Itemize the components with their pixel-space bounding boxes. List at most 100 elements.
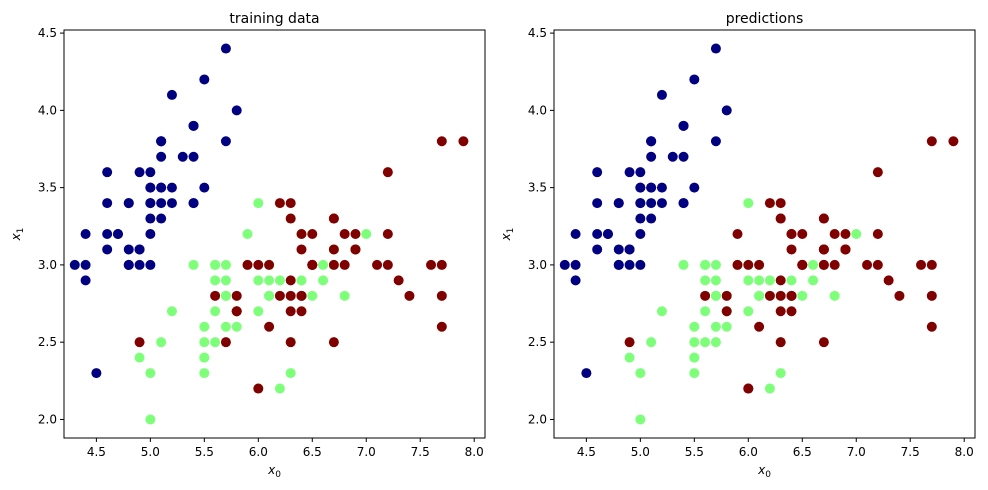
data-point-class-0 bbox=[145, 167, 156, 178]
data-point-class-1 bbox=[678, 259, 689, 270]
data-point-class-0 bbox=[69, 259, 80, 270]
data-point-class-2 bbox=[775, 306, 786, 317]
data-point-class-2 bbox=[253, 383, 264, 394]
data-point-class-0 bbox=[635, 198, 646, 209]
data-point-class-0 bbox=[689, 182, 700, 193]
y-tick-label: 2.0 bbox=[38, 412, 57, 426]
data-point-class-2 bbox=[210, 290, 221, 301]
data-point-class-1 bbox=[635, 414, 646, 425]
data-point-class-0 bbox=[570, 275, 581, 286]
data-point-class-0 bbox=[689, 74, 700, 85]
chart-title: predictions bbox=[726, 11, 804, 27]
data-point-class-2 bbox=[721, 306, 732, 317]
data-point-class-2 bbox=[307, 259, 318, 270]
data-point-class-1 bbox=[210, 275, 221, 286]
data-point-class-1 bbox=[274, 383, 285, 394]
data-point-class-2 bbox=[382, 259, 393, 270]
y-tick-label: 4.0 bbox=[528, 103, 547, 117]
data-point-class-1 bbox=[264, 290, 275, 301]
y-axis-label: x1 bbox=[9, 228, 26, 242]
data-point-class-1 bbox=[754, 290, 765, 301]
x-tick-label: 6.5 bbox=[793, 445, 812, 459]
data-point-class-0 bbox=[581, 368, 592, 379]
data-point-class-0 bbox=[188, 120, 199, 131]
data-point-class-1 bbox=[754, 275, 765, 286]
data-point-class-1 bbox=[710, 337, 721, 348]
data-point-class-1 bbox=[721, 321, 732, 332]
data-point-class-2 bbox=[775, 275, 786, 286]
scatter-panel-2: 4.5 5.0 5.5 6.0 6.5 7.0 7.5 8.0 2.0 2.5 3.0 3.5 4.0 4… bbox=[499, 11, 976, 480]
data-point-class-0 bbox=[613, 198, 624, 209]
data-point-class-1 bbox=[220, 275, 231, 286]
data-point-class-0 bbox=[80, 275, 91, 286]
data-point-class-0 bbox=[177, 151, 188, 162]
data-point-class-1 bbox=[199, 321, 210, 332]
data-point-class-1 bbox=[199, 337, 210, 348]
data-point-class-2 bbox=[872, 167, 883, 178]
data-point-class-1 bbox=[700, 337, 711, 348]
data-point-class-1 bbox=[210, 337, 221, 348]
y-tick-label: 3.5 bbox=[528, 181, 547, 195]
data-point-class-2 bbox=[264, 321, 275, 332]
data-point-class-1 bbox=[220, 259, 231, 270]
axes-frame bbox=[553, 29, 976, 439]
data-point-class-1 bbox=[134, 352, 145, 363]
data-point-class-2 bbox=[372, 259, 383, 270]
x-tick-label: 7.5 bbox=[901, 445, 920, 459]
data-point-class-1 bbox=[624, 352, 635, 363]
x-tick-label: 7.0 bbox=[357, 445, 376, 459]
data-point-class-2 bbox=[926, 136, 937, 147]
data-point-class-1 bbox=[210, 306, 221, 317]
data-point-class-1 bbox=[700, 275, 711, 286]
data-point-class-0 bbox=[91, 368, 102, 379]
data-point-class-0 bbox=[592, 167, 603, 178]
x-tick-label: 4.5 bbox=[577, 445, 596, 459]
data-point-class-1 bbox=[339, 290, 350, 301]
x-tick-label: 5.5 bbox=[685, 445, 704, 459]
data-point-class-2 bbox=[253, 259, 264, 270]
data-point-class-2 bbox=[264, 259, 275, 270]
data-point-class-2 bbox=[786, 306, 797, 317]
data-point-class-1 bbox=[199, 368, 210, 379]
data-point-class-1 bbox=[220, 290, 231, 301]
data-point-class-0 bbox=[134, 259, 145, 270]
data-point-class-0 bbox=[134, 244, 145, 255]
data-point-class-0 bbox=[134, 167, 145, 178]
data-point-class-2 bbox=[926, 290, 937, 301]
data-point-class-0 bbox=[80, 259, 91, 270]
data-point-class-0 bbox=[710, 43, 721, 54]
data-point-class-0 bbox=[156, 198, 167, 209]
data-point-class-1 bbox=[307, 290, 318, 301]
data-point-class-2 bbox=[274, 290, 285, 301]
data-point-class-0 bbox=[166, 89, 177, 100]
data-point-class-2 bbox=[382, 229, 393, 239]
data-point-class-2 bbox=[743, 383, 754, 394]
data-point-class-0 bbox=[220, 43, 231, 54]
data-point-class-2 bbox=[285, 337, 296, 348]
data-point-class-0 bbox=[145, 182, 156, 193]
data-point-class-0 bbox=[656, 89, 667, 100]
data-point-class-2 bbox=[743, 259, 754, 270]
data-point-class-1 bbox=[808, 275, 819, 286]
data-point-class-2 bbox=[307, 229, 318, 239]
data-point-class-0 bbox=[624, 244, 635, 255]
data-points bbox=[559, 43, 959, 425]
x-axis-label: x0 bbox=[267, 463, 281, 480]
data-point-class-2 bbox=[426, 259, 437, 270]
data-point-class-0 bbox=[80, 229, 91, 239]
y-tick-label: 4.5 bbox=[38, 26, 57, 40]
data-point-class-1 bbox=[689, 368, 700, 379]
data-point-class-0 bbox=[166, 198, 177, 209]
data-point-class-2 bbox=[296, 306, 307, 317]
x-tick-label: 4.5 bbox=[87, 445, 106, 459]
data-point-class-0 bbox=[635, 229, 646, 239]
data-point-class-1 bbox=[166, 306, 177, 317]
data-point-class-0 bbox=[721, 105, 732, 116]
data-point-class-0 bbox=[646, 136, 657, 147]
data-point-class-2 bbox=[231, 290, 242, 301]
y-tick-label: 3.5 bbox=[38, 181, 57, 195]
data-point-class-2 bbox=[764, 290, 775, 301]
data-point-class-0 bbox=[166, 182, 177, 193]
data-point-class-0 bbox=[559, 259, 570, 270]
x-tick-label: 6.0 bbox=[249, 445, 268, 459]
